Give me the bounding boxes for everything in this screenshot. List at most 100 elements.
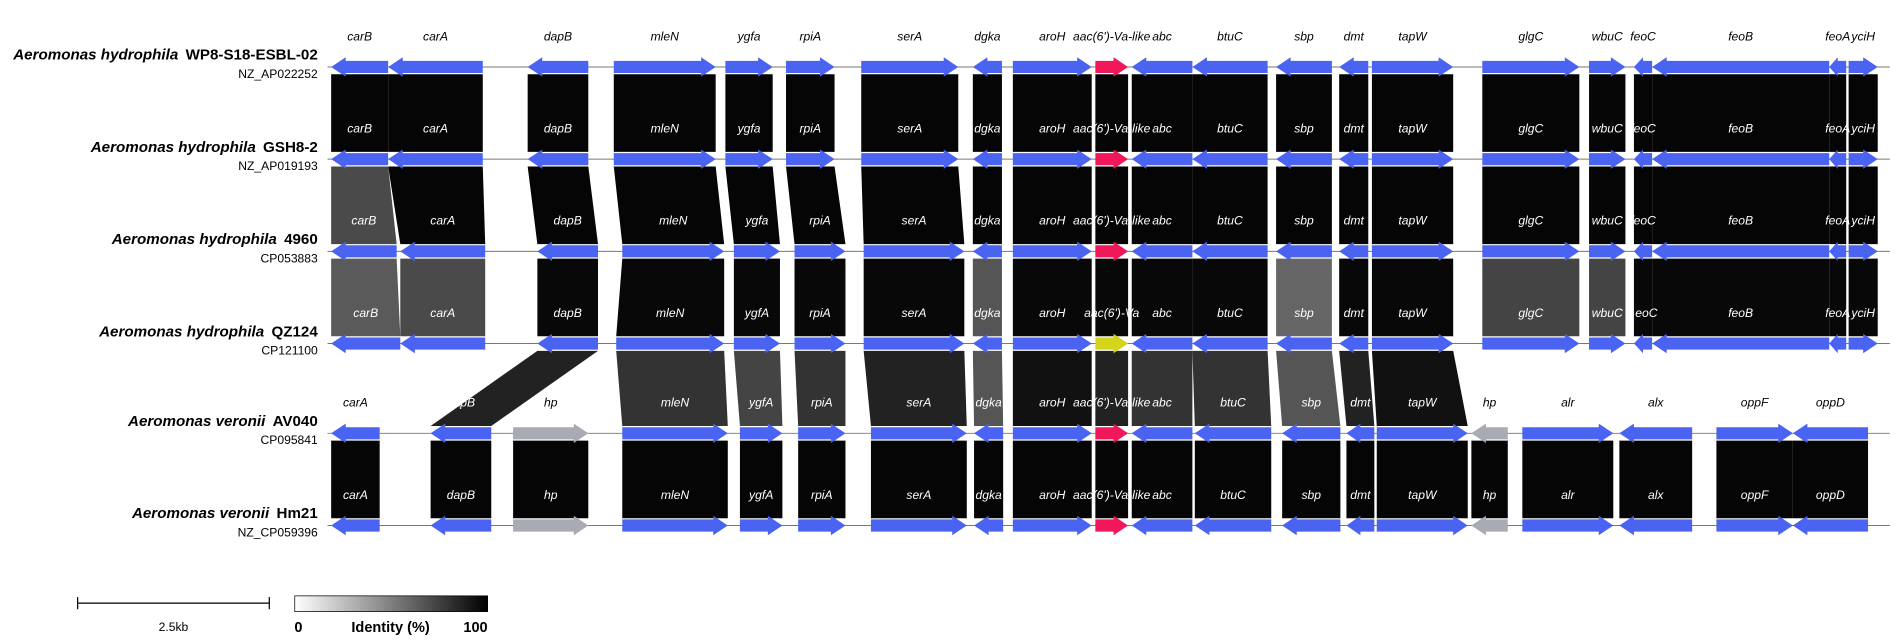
gene-arrow (1522, 515, 1614, 536)
gene-label: carB (347, 29, 372, 43)
identity-ribbon (1371, 350, 1468, 427)
gene-arrow (400, 333, 486, 354)
gene-arrow (1095, 333, 1129, 354)
gene-label: alx (1648, 396, 1664, 410)
gene-label: aac(6')-Va-like (1073, 488, 1151, 502)
identity-ribbon (1012, 440, 1092, 519)
gene-label: mleN (651, 121, 680, 135)
gene-label: wbuC (1592, 29, 1623, 43)
gene-arrow (1192, 333, 1268, 354)
gene-label: aroH (1039, 306, 1066, 320)
gene-label: yciH (1850, 214, 1875, 228)
legend-min: 0 (294, 620, 302, 636)
gene-arrow (527, 57, 589, 77)
identity-ribbon (331, 440, 380, 519)
gene-label: dapB (544, 121, 572, 135)
gene-label: yciH (1850, 29, 1875, 43)
gene-label: mleN (661, 488, 690, 502)
gene-arrow (794, 241, 846, 262)
gene-label: feoC (1630, 214, 1656, 228)
identity-ribbon (1471, 440, 1508, 519)
gene-label: abc (1152, 29, 1172, 43)
gene-label: serA (897, 29, 922, 43)
identity-ribbon (613, 74, 716, 152)
gene-label: glgC (1518, 214, 1543, 228)
gene-label: aroH (1039, 214, 1066, 228)
gene-arrow (400, 241, 486, 262)
identity-ribbon (861, 74, 959, 152)
gene-label: serA (906, 488, 931, 502)
gene-arrow (1095, 57, 1129, 77)
gene-arrow (1376, 515, 1468, 536)
gene-arrow (1716, 423, 1793, 444)
gene-arrow (863, 333, 965, 354)
gene-arrow (1131, 241, 1193, 262)
accession: CP095841 (260, 433, 318, 447)
gene-arrow (537, 241, 599, 262)
gene-arrow (1619, 423, 1693, 444)
gene-label: tapW (1398, 121, 1428, 135)
identity-ribbon (1131, 74, 1193, 152)
gene-arrow (1276, 149, 1332, 169)
gene-label: serA (906, 396, 931, 410)
gene-label: dapB (544, 29, 572, 43)
identity-ribbon (1848, 74, 1878, 152)
gene-arrow (1339, 241, 1369, 262)
gene-label: aac(6')-Va-like (1073, 29, 1151, 43)
gene-arrow (1652, 149, 1830, 169)
identity-ribbon (331, 258, 401, 337)
identity-ribbon (1276, 350, 1341, 427)
gene-label: ygfA (748, 488, 773, 502)
identity-ribbon (794, 350, 846, 427)
genome-name: Aeromonas veronii Hm21 (131, 505, 318, 522)
identity-ribbon (388, 74, 483, 152)
gene-label: aroH (1039, 121, 1066, 135)
gene-arrow (786, 57, 835, 77)
gene-arrow (1371, 241, 1454, 262)
gene-label: carB (353, 306, 378, 320)
gene-arrow (1371, 333, 1454, 354)
accession: CP121100 (261, 343, 318, 357)
gene-arrow (798, 515, 846, 536)
gene-arrow (863, 241, 965, 262)
gene-label: serA (897, 121, 922, 135)
gene-arrow (388, 149, 483, 169)
gene-arrow (1282, 515, 1341, 536)
identity-ribbon (1829, 74, 1847, 152)
identity-ribbon (1339, 350, 1375, 427)
gene-label: alr (1561, 488, 1575, 502)
gene-label: hp (1483, 488, 1497, 502)
gene-label: btuC (1217, 121, 1243, 135)
strain: AV040 (273, 413, 318, 430)
identity-ribbon (972, 74, 1002, 152)
gene-arrow (1848, 57, 1878, 77)
genome-name: Aeromonas hydrophila WP8-S18-ESBL-02 (12, 47, 318, 64)
gene-label: ygfa (737, 29, 761, 43)
gene-arrow (1848, 241, 1878, 262)
gene-label: feoB (1728, 121, 1753, 135)
gene-arrow (1848, 149, 1878, 169)
gene-label: mleN (656, 306, 685, 320)
gene-label: aac(6')-Va-like (1073, 214, 1151, 228)
species: Aeromonas veronii (127, 413, 266, 430)
gene-label: ygfA (748, 396, 773, 410)
genome-name: Aeromonas hydrophila 4960 (111, 231, 318, 248)
gene-arrow (1652, 57, 1830, 77)
gene-label: rpiA (809, 214, 831, 228)
identity-ribbon (1589, 74, 1626, 152)
gene-label: dgka (974, 29, 1001, 43)
gene-arrow (1131, 333, 1193, 354)
gene-arrow (1619, 515, 1693, 536)
species: Aeromonas veronii (131, 505, 270, 522)
identity-ribbon (1619, 440, 1693, 519)
gene-label: carB (351, 214, 376, 228)
identity-ribbon (1339, 258, 1369, 337)
gene-arrow (1339, 333, 1369, 354)
identity-ribbon (513, 440, 589, 519)
gene-label: dmt (1344, 29, 1365, 43)
identity-ribbon (1095, 74, 1129, 152)
gene-arrow (972, 57, 1002, 77)
gene-arrow (331, 149, 389, 169)
gene-label: ygfA (744, 306, 769, 320)
gene-label: sbp (1301, 396, 1321, 410)
